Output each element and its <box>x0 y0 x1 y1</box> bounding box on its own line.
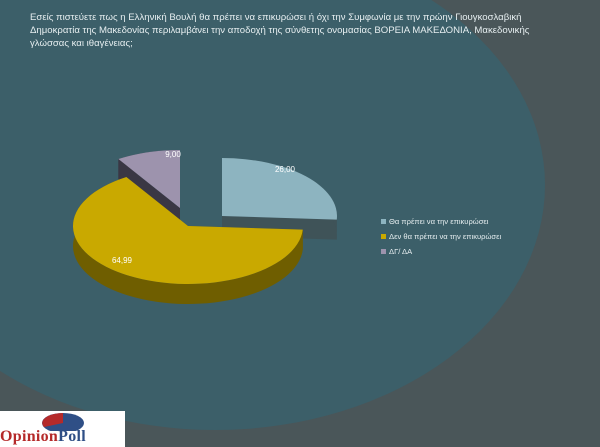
data-label: 64,99 <box>112 256 133 265</box>
legend-label: ΔΓ/ ΔΑ <box>389 247 413 256</box>
opinion-poll-logo: OpinionPoll <box>0 411 125 447</box>
legend-item: Θα πρέπει να την επικυρώσει <box>381 214 501 229</box>
pie-slice-2 <box>118 150 180 208</box>
pie-slice-0 <box>222 158 337 220</box>
logo-text: Opinion <box>0 428 59 445</box>
legend-swatch <box>381 219 386 224</box>
data-label: 26,00 <box>275 165 296 174</box>
question-title: Εσείς πιστεύετε πως η Ελληνική Βουλή θα … <box>30 12 530 49</box>
legend-swatch <box>381 249 386 254</box>
legend-item: Δεν θα πρέπει να την επικυρώσει <box>381 229 501 244</box>
logo-text: Poll <box>58 428 87 445</box>
pie-slice-1 <box>72 177 303 284</box>
legend-label: Δεν θα πρέπει να την επικυρώσει <box>389 232 502 241</box>
legend: Θα πρέπει να την επικυρώσει Δεν θα πρέπε… <box>381 214 501 259</box>
legend-swatch <box>381 234 386 239</box>
logo-pie-icon <box>42 413 84 431</box>
legend-item: ΔΓ/ ΔΑ <box>381 244 501 259</box>
legend-label: Θα πρέπει να την επικυρώσει <box>389 217 489 226</box>
data-label: 9,00 <box>165 150 181 159</box>
